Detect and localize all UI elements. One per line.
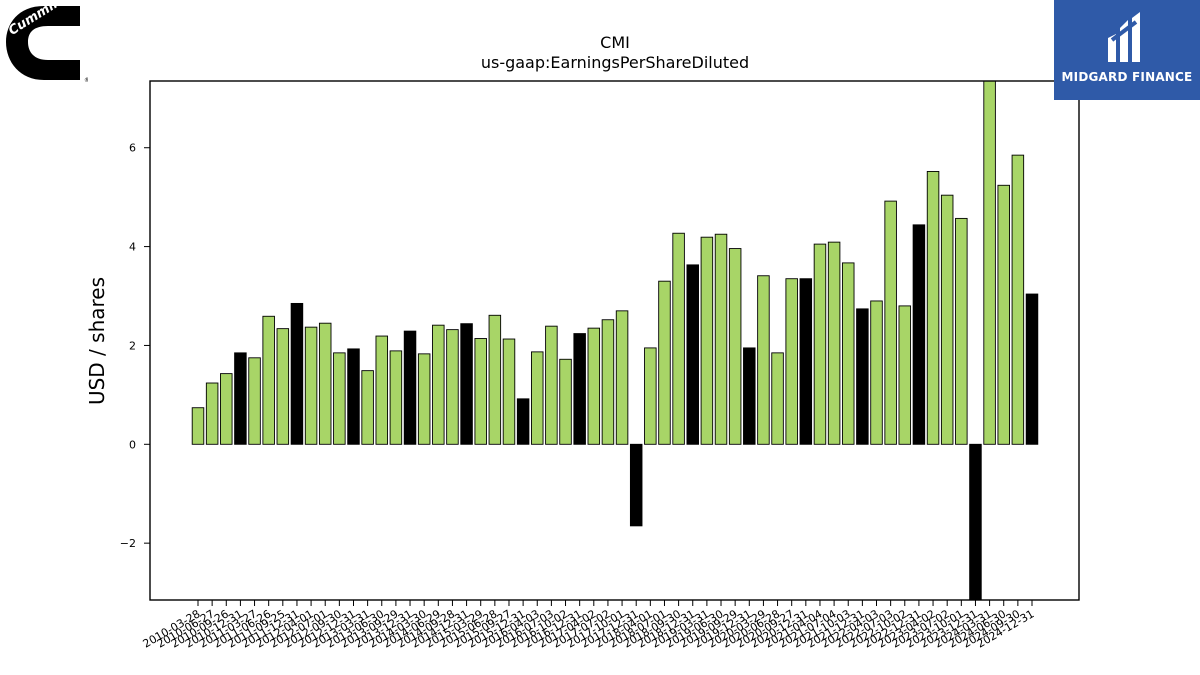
- bar-2012-04-01: [304, 326, 318, 445]
- bar-2023-12-31: [969, 443, 982, 601]
- plot-frame: [149, 80, 1080, 601]
- bar-2019-12-31: [743, 347, 756, 445]
- bar-2011-12-31: [290, 302, 304, 445]
- bar-2011-03-27: [248, 357, 261, 445]
- bar-2010-12-31: [234, 352, 247, 445]
- bar-2011-09-25: [276, 328, 290, 445]
- bar-2018-09-30: [672, 232, 685, 445]
- bar-2013-06-30: [375, 335, 389, 445]
- y-tick-label: −2: [120, 537, 136, 550]
- svg-text:®: ®: [84, 77, 88, 84]
- y-tick-label: 0: [129, 438, 136, 451]
- y-tick-label: 6: [129, 142, 136, 155]
- y-tick-label: 2: [129, 339, 136, 352]
- bar-2011-06-26: [262, 315, 275, 445]
- bar-2024-06-30: [997, 184, 1010, 445]
- y-axis-ticks: −2 0 2 4 6: [120, 142, 150, 550]
- chart-subtitle: us-gaap:EarningsPerShareDiluted: [481, 53, 749, 72]
- bar-2014-06-29: [432, 324, 445, 445]
- cummins-logo-mark: ®: [6, 6, 90, 84]
- bar-2023-04-02: [926, 170, 940, 445]
- bar-2020-09-27: [785, 278, 798, 445]
- bar-2016-04-03: [531, 351, 544, 445]
- bar-2017-07-02: [601, 319, 615, 445]
- bar-2022-07-03: [884, 200, 897, 445]
- bar-2018-04-01: [644, 347, 657, 445]
- bar-2016-10-02: [559, 358, 572, 445]
- bar-2022-12-31: [912, 224, 926, 445]
- bar-2021-10-03: [841, 262, 855, 445]
- bar-2016-12-31: [573, 333, 586, 445]
- bar-2012-07-01: [318, 322, 332, 445]
- bar-2010-09-26: [220, 373, 233, 445]
- bar-2013-12-31: [403, 330, 417, 445]
- bar-2022-10-02: [898, 305, 912, 445]
- bar-2012-12-31: [347, 348, 360, 445]
- bar-2018-12-31: [686, 264, 699, 445]
- chart-title: CMI: [600, 33, 630, 52]
- bar-2016-07-03: [545, 325, 558, 445]
- bar-2023-07-02: [940, 194, 954, 445]
- bar-2019-09-29: [728, 248, 742, 445]
- bar-2015-12-31: [516, 398, 530, 445]
- bar-2013-03-31: [361, 370, 374, 445]
- cummins-logo: ® Cummins: [4, 0, 90, 84]
- bar-2014-09-28: [446, 329, 459, 445]
- bar-2017-04-02: [587, 327, 601, 445]
- bar-2015-09-27: [502, 338, 516, 445]
- bar-2021-12-31: [856, 308, 869, 445]
- bar-2015-03-29: [474, 338, 487, 445]
- midgard-logo-text: MIDGARD FINANCE: [1061, 70, 1193, 84]
- bar-2023-10-01: [955, 217, 968, 445]
- bar-2017-10-01: [615, 310, 629, 445]
- midgard-logo-mark: [1108, 12, 1140, 62]
- bar-2010-03-28: [191, 407, 205, 445]
- bar-2024-12-31: [1025, 293, 1039, 445]
- bar-2024-03-31: [983, 80, 996, 445]
- midgard-finance-logo: MIDGARD FINANCE: [1054, 0, 1200, 100]
- bar-2021-04-04: [813, 243, 827, 445]
- bar-2020-06-28: [771, 352, 784, 445]
- bar-2010-06-27: [205, 382, 219, 445]
- bar-2020-03-29: [757, 275, 770, 445]
- bar-series: [191, 80, 1039, 601]
- bar-2020-12-31: [799, 278, 813, 445]
- y-axis-label: USD / shares: [85, 277, 109, 405]
- x-axis-ticks: 2010-03-282010-06-272010-09-262010-12-31…: [141, 600, 1037, 651]
- bar-2012-09-30: [333, 352, 346, 445]
- bar-2015-06-28: [488, 314, 502, 445]
- bar-2014-12-31: [460, 323, 473, 445]
- bar-2024-09-30: [1011, 154, 1025, 445]
- bar-2019-03-31: [700, 236, 714, 445]
- bar-2022-04-03: [870, 300, 883, 445]
- bar-2021-07-04: [827, 241, 841, 445]
- bar-2014-03-30: [417, 353, 431, 445]
- bar-2018-07-01: [658, 280, 671, 445]
- y-tick-label: 4: [129, 241, 136, 254]
- bar-2019-06-30: [714, 233, 728, 445]
- bar-2013-09-29: [389, 350, 403, 445]
- bar-2017-12-31: [629, 443, 643, 527]
